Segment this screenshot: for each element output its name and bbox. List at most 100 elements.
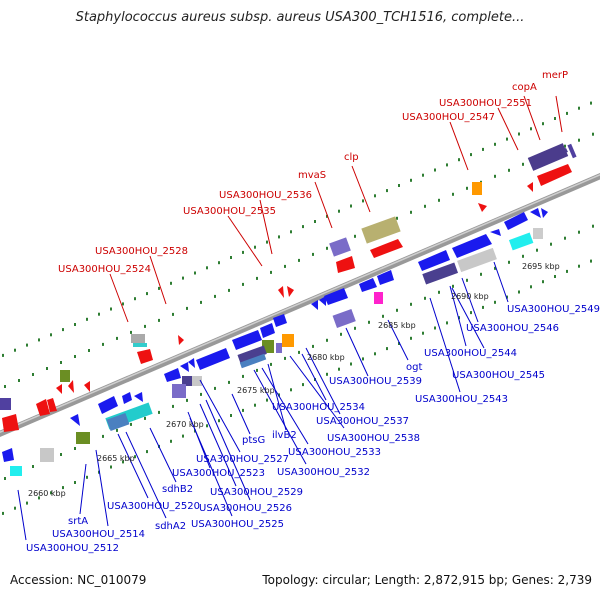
gene-feature[interactable]: [527, 182, 533, 192]
gene-label[interactable]: USA300HOU_2512: [26, 543, 119, 554]
gene-feature[interactable]: [188, 358, 195, 368]
gene-feature[interactable]: [377, 270, 394, 285]
gene-feature[interactable]: [122, 392, 132, 404]
gene-feature[interactable]: [196, 348, 230, 370]
gene-feature[interactable]: [60, 370, 70, 382]
gene-label[interactable]: clp: [344, 152, 359, 163]
gene-feature[interactable]: [457, 247, 497, 273]
gene-feature[interactable]: [84, 381, 90, 392]
gene-feature[interactable]: [134, 392, 143, 402]
gene-feature[interactable]: [192, 376, 202, 386]
gene-label[interactable]: mvaS: [298, 170, 326, 181]
gene-label[interactable]: USA300HOU_2549: [507, 304, 600, 315]
gene-feature[interactable]: [359, 278, 377, 292]
gene-feature[interactable]: [418, 250, 450, 271]
gene-feature[interactable]: [68, 380, 74, 393]
gene-label[interactable]: merP: [542, 70, 568, 81]
gene-feature[interactable]: [567, 143, 577, 159]
gene-feature[interactable]: [504, 212, 528, 230]
gene-feature[interactable]: [239, 353, 267, 369]
gene-label[interactable]: ogt: [406, 362, 422, 373]
gene-feature[interactable]: [2, 414, 19, 432]
guide-dot: [74, 447, 76, 450]
gene-feature[interactable]: [0, 398, 11, 410]
gene-label[interactable]: ptsG: [242, 435, 265, 446]
gene-label[interactable]: srtA: [68, 516, 88, 527]
gene-feature[interactable]: [40, 448, 54, 462]
gene-label[interactable]: USA300HOU_2525: [191, 519, 284, 530]
gene-label[interactable]: USA300HOU_2535: [183, 206, 276, 217]
gene-feature[interactable]: [133, 343, 147, 347]
gene-feature[interactable]: [508, 232, 534, 251]
gene-label[interactable]: USA300HOU_2543: [415, 394, 508, 405]
gene-feature[interactable]: [374, 292, 383, 304]
gene-feature[interactable]: [260, 323, 275, 338]
gene-feature[interactable]: [106, 412, 130, 432]
gene-label[interactable]: USA300HOU_2527: [196, 454, 289, 465]
gene-feature[interactable]: [478, 203, 487, 212]
gene-feature[interactable]: [530, 208, 541, 218]
gene-label[interactable]: USA300HOU_2546: [466, 323, 559, 334]
gene-feature[interactable]: [541, 208, 548, 218]
gene-feature[interactable]: [70, 414, 80, 426]
gene-feature[interactable]: [282, 334, 294, 347]
gene-feature[interactable]: [10, 466, 22, 476]
gene-feature[interactable]: [336, 256, 355, 273]
gene-feature[interactable]: [237, 345, 267, 364]
gene-label[interactable]: USA300HOU_2526: [199, 503, 292, 514]
gene-feature[interactable]: [533, 228, 543, 239]
gene-feature[interactable]: [36, 399, 50, 416]
gene-label[interactable]: USA300HOU_2523: [172, 468, 265, 479]
gene-label[interactable]: USA300HOU_2536: [219, 190, 312, 201]
gene-feature[interactable]: [527, 143, 569, 171]
gene-label[interactable]: USA300HOU_2528: [95, 246, 188, 257]
gene-feature[interactable]: [47, 398, 57, 412]
gene-feature[interactable]: [273, 314, 287, 327]
gene-feature[interactable]: [164, 368, 181, 382]
gene-label[interactable]: sdhB2: [162, 484, 193, 495]
gene-label[interactable]: USA300HOU_2514: [52, 529, 145, 540]
gene-feature[interactable]: [137, 349, 153, 364]
gene-feature[interactable]: [287, 286, 294, 297]
gene-feature[interactable]: [370, 239, 403, 258]
gene-label[interactable]: USA300HOU_2551: [439, 98, 532, 109]
gene-feature[interactable]: [472, 182, 482, 195]
gene-feature[interactable]: [278, 286, 284, 298]
gene-label[interactable]: USA300HOU_2545: [452, 370, 545, 381]
gene-feature[interactable]: [232, 330, 262, 350]
gene-feature[interactable]: [180, 362, 189, 372]
gene-feature[interactable]: [332, 308, 356, 328]
gene-feature[interactable]: [361, 216, 401, 244]
gene-feature[interactable]: [537, 164, 572, 186]
gene-label[interactable]: USA300HOU_2537: [316, 416, 409, 427]
gene-feature[interactable]: [131, 334, 145, 343]
gene-feature[interactable]: [324, 288, 348, 305]
gene-feature[interactable]: [329, 237, 351, 257]
gene-label[interactable]: USA300HOU_2539: [329, 376, 422, 387]
gene-label[interactable]: USA300HOU_2538: [327, 433, 420, 444]
gene-label[interactable]: USA300HOU_2547: [402, 112, 495, 123]
gene-feature[interactable]: [319, 296, 326, 306]
gene-feature[interactable]: [182, 376, 192, 386]
gene-feature[interactable]: [452, 234, 492, 258]
gene-label[interactable]: USA300HOU_2534: [272, 402, 365, 413]
gene-label[interactable]: USA300HOU_2529: [210, 487, 303, 498]
gene-label[interactable]: sdhA2: [155, 521, 186, 532]
gene-label[interactable]: USA300HOU_2533: [288, 447, 381, 458]
gene-label[interactable]: USA300HOU_2532: [277, 467, 370, 478]
gene-label[interactable]: ilvB2: [272, 430, 297, 441]
gene-feature[interactable]: [276, 343, 282, 353]
gene-feature[interactable]: [172, 384, 186, 398]
gene-feature[interactable]: [2, 448, 14, 462]
gene-label[interactable]: USA300HOU_2520: [107, 501, 200, 512]
gene-feature[interactable]: [178, 335, 184, 345]
gene-feature[interactable]: [56, 384, 62, 394]
gene-label[interactable]: USA300HOU_2544: [424, 348, 517, 359]
gene-label[interactable]: USA300HOU_2524: [58, 264, 151, 275]
gene-feature[interactable]: [311, 300, 318, 310]
gene-feature[interactable]: [422, 262, 459, 285]
gene-feature[interactable]: [98, 396, 118, 414]
gene-feature[interactable]: [490, 229, 501, 236]
gene-feature[interactable]: [76, 432, 90, 444]
gene-label[interactable]: copA: [512, 82, 537, 93]
